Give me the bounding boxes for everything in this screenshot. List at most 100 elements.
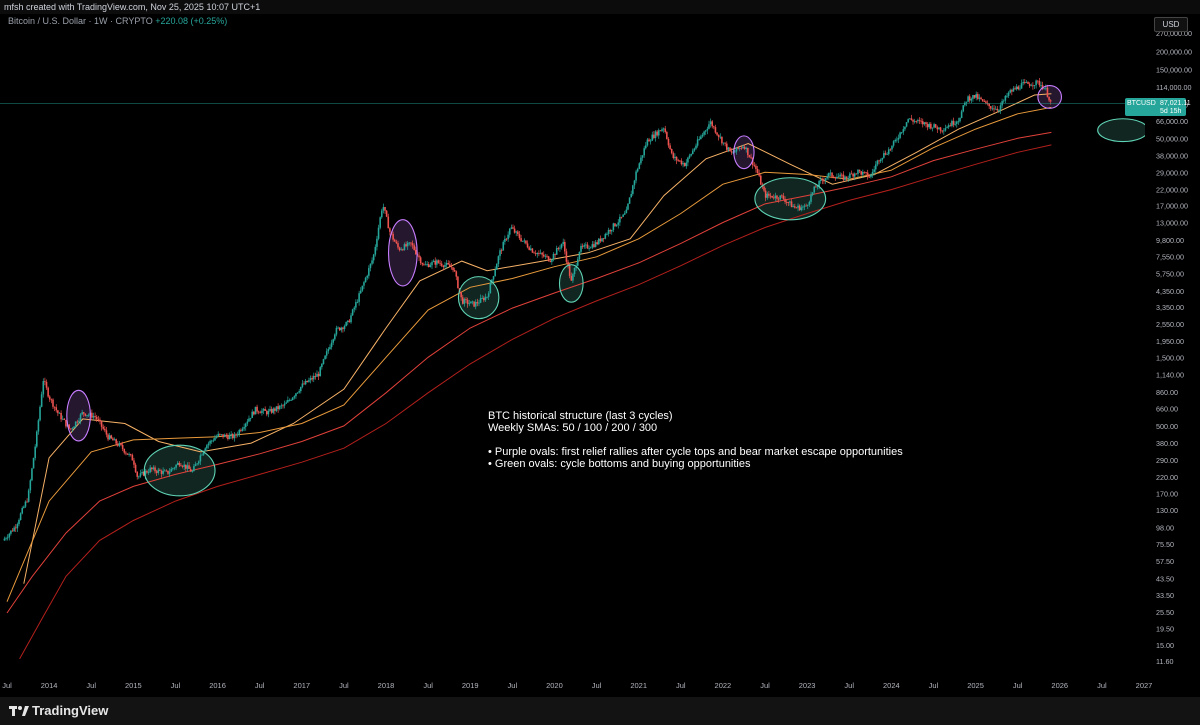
candle-body [549, 261, 552, 262]
green-oval [457, 276, 500, 320]
candle-body [845, 176, 848, 179]
candle-body [840, 174, 843, 176]
candle-body [363, 282, 365, 286]
candle-body [10, 530, 12, 534]
candle-body [121, 444, 124, 450]
candle-body [1043, 88, 1046, 90]
candle-body [878, 160, 880, 162]
candle-body [233, 434, 236, 439]
candle-body [659, 130, 662, 132]
candle-body [719, 136, 722, 138]
candle-body [358, 293, 360, 302]
candle-body [690, 153, 692, 156]
candle-body [682, 163, 684, 165]
candle-body [481, 297, 484, 299]
candle-body [238, 430, 241, 435]
x-tick-label: 2019 [462, 681, 479, 690]
candle-body [679, 160, 681, 162]
candle-body [112, 438, 114, 441]
candle-body [61, 418, 64, 420]
candle-body [47, 387, 49, 397]
candle-body [73, 426, 75, 429]
candle-body [691, 150, 694, 154]
y-tick-label: 200,000.00 [1156, 48, 1192, 57]
candle-body [243, 427, 245, 429]
candle-body [632, 185, 634, 194]
candle-body [377, 227, 380, 239]
candle-body [1025, 82, 1028, 83]
candle-body [274, 408, 276, 411]
candle-body [478, 302, 480, 304]
candle-body [798, 205, 801, 211]
candle-body [439, 262, 441, 264]
candle-body [107, 434, 109, 440]
tradingview-logo-icon[interactable] [9, 705, 29, 717]
currency-button[interactable]: USD [1154, 17, 1188, 32]
candle-body [379, 217, 381, 228]
y-tick-label: 50,000.00 [1156, 134, 1188, 143]
candle-body [977, 94, 979, 99]
candle-body [713, 126, 715, 128]
candle-body [16, 524, 19, 529]
candle-body [52, 399, 54, 407]
candle-body [732, 152, 735, 154]
candle-body [536, 253, 539, 255]
candle-body [32, 457, 35, 469]
candle-body [850, 173, 853, 175]
candle-body [630, 193, 633, 198]
candle-body [104, 428, 106, 431]
brand-name[interactable]: TradingView [32, 703, 109, 718]
candle-body [803, 205, 806, 207]
candle-body [858, 169, 861, 172]
candle-body [194, 464, 197, 467]
candle-body [290, 399, 292, 401]
candle-body [910, 118, 913, 121]
x-tick-label: Jul [2, 681, 12, 690]
candle-body [228, 435, 231, 440]
price-change: +220.08 (+0.25%) [155, 16, 228, 26]
candle-body [395, 241, 398, 244]
candle-body [348, 320, 351, 323]
candle-body [905, 122, 908, 127]
candle-body [740, 147, 743, 149]
y-tick-label: 660.00 [1156, 405, 1178, 414]
candle-body [421, 263, 424, 265]
candle-body [547, 256, 550, 262]
candle-body [806, 204, 809, 206]
candle-body [57, 410, 59, 414]
candle-body [223, 434, 226, 438]
candle-body [116, 443, 119, 446]
candle-body [403, 244, 406, 251]
candle-body [772, 197, 775, 199]
candle-body [693, 148, 696, 151]
candle-body [894, 139, 897, 142]
candle-body [384, 207, 386, 211]
candle-body [839, 174, 841, 177]
candle-body [960, 111, 963, 119]
candle-body [980, 97, 982, 100]
candle-body [249, 417, 252, 419]
candle-body [847, 177, 850, 179]
candle-body [802, 206, 804, 208]
candle-body [920, 120, 922, 122]
candle-body [794, 206, 796, 208]
candle-body [755, 165, 757, 169]
candle-body [539, 252, 542, 254]
candle-body [564, 242, 566, 252]
green-oval-fill [458, 276, 499, 319]
candle-body [236, 434, 239, 436]
footer-bar: TradingView [0, 697, 1200, 725]
y-tick-label: 114,000.00 [1156, 83, 1191, 92]
candle-body [87, 414, 90, 416]
candle-body [576, 259, 579, 266]
candle-body [902, 129, 905, 133]
candle-body [457, 276, 459, 289]
candle-body [1020, 83, 1023, 89]
candle-body [355, 302, 357, 308]
candle-body [329, 347, 331, 350]
candle-body [849, 173, 851, 178]
y-tick-label: 5,750.00 [1156, 269, 1184, 278]
candle-body [677, 160, 679, 162]
candle-body [654, 131, 657, 138]
